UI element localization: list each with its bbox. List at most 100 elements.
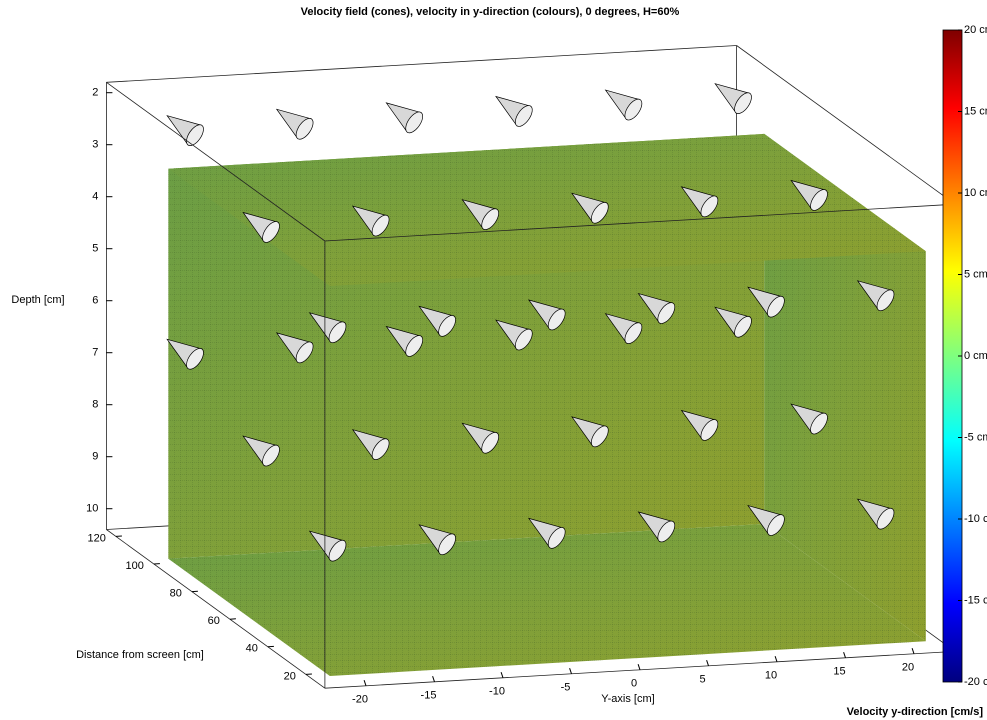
colorbar-tick-label: -5 cm/s bbox=[964, 431, 987, 443]
colorbar-tick-label: -15 cm/s bbox=[964, 594, 987, 606]
x-tick-label: 40 bbox=[246, 643, 258, 655]
cone-base bbox=[186, 348, 204, 370]
z-tick-label: 9 bbox=[92, 451, 98, 463]
cone-base bbox=[657, 302, 676, 324]
box-edge bbox=[324, 203, 956, 242]
cone bbox=[637, 292, 676, 324]
plot-area bbox=[106, 45, 956, 689]
box-edge bbox=[324, 651, 956, 689]
cone bbox=[790, 179, 828, 211]
z-tick-label: 2 bbox=[92, 87, 98, 99]
cone bbox=[747, 504, 785, 536]
y-tick-label: 10 bbox=[765, 670, 777, 682]
cone-base bbox=[624, 98, 643, 121]
floor-slice-mesh bbox=[168, 523, 926, 677]
y-tick-label: -5 bbox=[561, 682, 571, 694]
cone-base bbox=[767, 514, 785, 536]
cone bbox=[166, 115, 204, 146]
cone-base bbox=[810, 412, 828, 435]
cone bbox=[351, 429, 390, 460]
y-tick-label: 5 bbox=[699, 674, 705, 686]
cone-base bbox=[590, 202, 609, 224]
cone-base bbox=[295, 341, 314, 364]
z-tick-label: 5 bbox=[92, 243, 98, 255]
colorbar-tick-label: 15 cm/s bbox=[964, 105, 987, 117]
cone-base bbox=[876, 289, 895, 312]
z-tick-label: 4 bbox=[92, 191, 98, 203]
colorbar-tick-label: 10 cm/s bbox=[964, 187, 987, 199]
colorbar-tick-label: 0 cm/s bbox=[964, 350, 987, 362]
y-tick-label: 15 bbox=[833, 666, 845, 678]
cone bbox=[604, 89, 643, 121]
z-tick-label: 8 bbox=[92, 399, 98, 411]
cone bbox=[790, 403, 828, 435]
cone-base bbox=[262, 444, 280, 467]
cone bbox=[418, 524, 456, 556]
cone-base bbox=[328, 539, 347, 562]
y-tick bbox=[500, 672, 504, 678]
cone bbox=[680, 186, 719, 218]
cone-base bbox=[700, 419, 719, 441]
cone bbox=[604, 313, 643, 344]
colorbar-tick-label: 20 cm/s bbox=[964, 24, 987, 36]
y-tick bbox=[637, 664, 641, 670]
cone-base bbox=[405, 111, 424, 134]
y-tick bbox=[774, 656, 778, 662]
y-tick-label: 0 bbox=[631, 678, 637, 690]
y-tick bbox=[911, 648, 915, 654]
cone bbox=[714, 83, 752, 114]
cone bbox=[856, 498, 895, 530]
cone-base bbox=[657, 520, 676, 543]
cone bbox=[495, 319, 533, 351]
cone bbox=[418, 305, 456, 337]
cone-base bbox=[262, 221, 280, 243]
cone-base bbox=[328, 321, 347, 344]
cone bbox=[527, 299, 566, 331]
cone-base bbox=[734, 316, 752, 338]
cone bbox=[747, 286, 785, 318]
cone-base bbox=[700, 195, 719, 218]
cone-base bbox=[186, 124, 204, 146]
cone-base bbox=[624, 322, 643, 344]
colorbar-tick-label: -10 cm/s bbox=[964, 513, 987, 525]
x-tick-label: 20 bbox=[284, 670, 296, 682]
cone-base bbox=[371, 438, 390, 460]
chart-title: Velocity field (cones), velocity in y-di… bbox=[301, 6, 680, 18]
cone bbox=[495, 95, 533, 127]
cone bbox=[680, 409, 719, 441]
x-tick-label: 80 bbox=[170, 588, 182, 600]
cone bbox=[461, 199, 500, 230]
z-tick-label: 6 bbox=[92, 295, 98, 307]
y-tick bbox=[843, 652, 846, 658]
z-tick-label: 10 bbox=[86, 503, 98, 515]
cone bbox=[242, 211, 280, 243]
cone-base bbox=[481, 432, 500, 454]
cone-base bbox=[295, 118, 314, 140]
z-axis-label: Depth [cm] bbox=[11, 294, 64, 306]
y-tick-label: -15 bbox=[421, 690, 437, 702]
cone bbox=[571, 416, 609, 448]
cone-base bbox=[767, 295, 785, 318]
cone-base bbox=[590, 425, 609, 448]
cone bbox=[351, 205, 390, 237]
cone bbox=[275, 332, 314, 364]
y-tick bbox=[706, 660, 709, 666]
cone bbox=[385, 325, 424, 357]
x-tick-label: 120 bbox=[88, 532, 106, 544]
cone bbox=[714, 306, 752, 338]
cone-base bbox=[438, 533, 456, 556]
cone bbox=[571, 192, 609, 224]
cone bbox=[308, 312, 347, 344]
cone bbox=[166, 338, 204, 370]
y-tick bbox=[569, 668, 572, 674]
y-tick-label: -20 bbox=[352, 694, 368, 706]
cone-base bbox=[438, 315, 456, 337]
colorbar-label: Velocity y-direction [cm/s] bbox=[847, 706, 984, 718]
cone bbox=[275, 108, 314, 140]
box-edge bbox=[106, 81, 326, 242]
box-edge bbox=[106, 45, 737, 83]
box-edge bbox=[736, 45, 956, 205]
y-tick bbox=[432, 676, 435, 682]
cone bbox=[856, 280, 895, 312]
cone bbox=[242, 435, 280, 467]
